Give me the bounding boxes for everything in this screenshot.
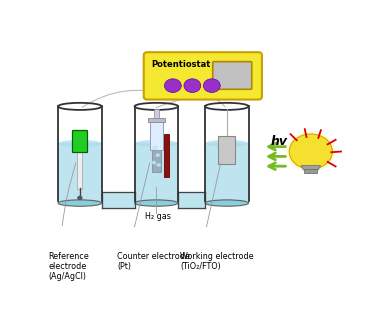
- Bar: [72, 130, 87, 152]
- Circle shape: [289, 134, 332, 169]
- Circle shape: [164, 79, 181, 93]
- Bar: [152, 148, 161, 172]
- Circle shape: [77, 196, 82, 200]
- Circle shape: [156, 153, 160, 157]
- Circle shape: [184, 79, 201, 93]
- Polygon shape: [58, 144, 102, 201]
- Text: hv: hv: [271, 135, 288, 148]
- Bar: [148, 118, 165, 122]
- FancyBboxPatch shape: [144, 52, 262, 100]
- Bar: [77, 150, 82, 189]
- Ellipse shape: [205, 140, 248, 147]
- Polygon shape: [205, 144, 248, 201]
- Circle shape: [286, 131, 336, 172]
- Text: Potentiostat: Potentiostat: [151, 60, 210, 69]
- Bar: [150, 121, 163, 150]
- Bar: [218, 136, 235, 164]
- Bar: [154, 109, 159, 118]
- Circle shape: [153, 146, 157, 150]
- Polygon shape: [301, 165, 320, 170]
- Circle shape: [152, 161, 156, 164]
- Polygon shape: [135, 144, 178, 201]
- Circle shape: [157, 163, 161, 167]
- Text: Reference
electrode
(Ag/AgCl): Reference electrode (Ag/AgCl): [48, 252, 89, 281]
- Text: H₂ gas: H₂ gas: [145, 212, 171, 221]
- Ellipse shape: [58, 200, 102, 206]
- Ellipse shape: [205, 200, 248, 206]
- Text: Working electrode
(TiO₂/FTO): Working electrode (TiO₂/FTO): [180, 252, 254, 271]
- Ellipse shape: [58, 140, 102, 147]
- Circle shape: [204, 79, 220, 93]
- FancyBboxPatch shape: [213, 61, 252, 89]
- Ellipse shape: [135, 140, 178, 147]
- Text: Counter electrode
(Pt): Counter electrode (Pt): [117, 252, 190, 271]
- Bar: [304, 170, 317, 173]
- Bar: [164, 134, 169, 177]
- Ellipse shape: [135, 200, 178, 206]
